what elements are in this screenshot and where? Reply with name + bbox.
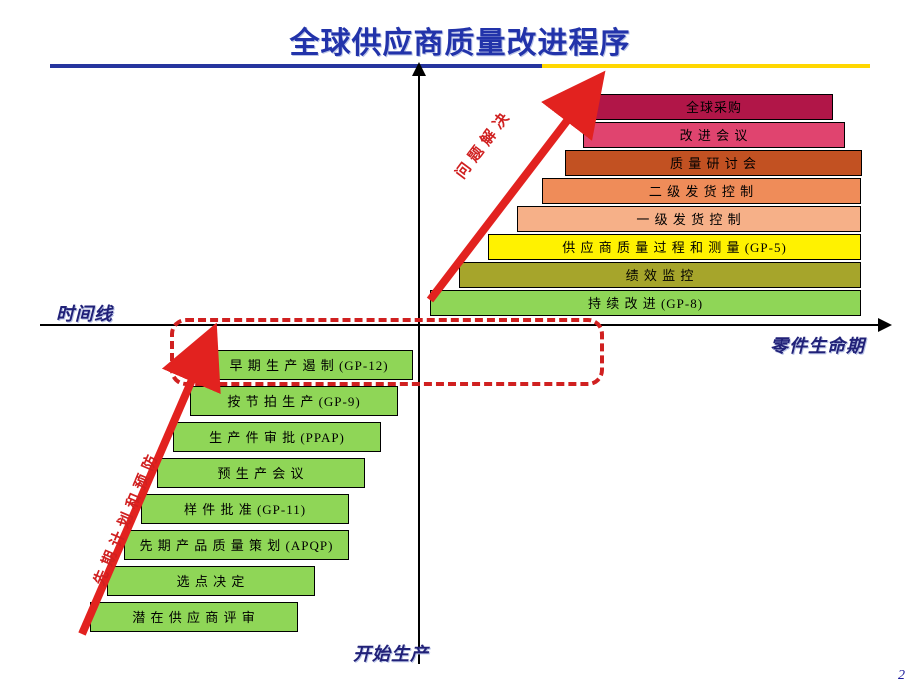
lower-bar-5: 先 期 产 品 质 量 策 划 (APQP) [124,530,349,560]
x-axis-arrow [878,318,892,332]
upper-bar-7: 持 续 改 进 (GP-8) [430,290,861,316]
upper-bar-0: 全球采购 [595,94,833,120]
slide-title: 全球供应商质量改进程序 [0,18,920,62]
page-number: 2 [898,668,906,684]
lower-bar-6: 选 点 决 定 [107,566,315,596]
axis-label-timeline: 时间线 [56,300,113,326]
lower-bar-1: 按 节 拍 生 产 (GP-9) [190,386,398,416]
upper-bar-2: 质 量 研 讨 会 [565,150,862,176]
upper-bar-6: 绩 效 监 控 [459,262,861,288]
axis-label-start-production: 开始生产 [353,640,429,666]
title-underline [50,64,870,68]
label-problem-solving: 问 题 解 决 [450,107,514,182]
upper-bar-3: 二 级 发 货 控 制 [542,178,861,204]
lower-bar-3: 预 生 产 会 议 [157,458,365,488]
highlight-dashed-box [170,318,604,386]
upper-bar-4: 一 级 发 货 控 制 [517,206,861,232]
y-axis-arrow [412,62,426,76]
lower-bar-2: 生 产 件 审 批 (PPAP) [173,422,381,452]
upper-bar-5: 供 应 商 质 量 过 程 和 测 量 (GP-5) [488,234,861,260]
lower-bar-4: 样 件 批 准 (GP-11) [141,494,349,524]
upper-bar-1: 改 进 会 议 [583,122,845,148]
lower-bar-7: 潜 在 供 应 商 评 审 [90,602,298,632]
axis-label-lifecycle: 零件生命期 [770,332,865,358]
